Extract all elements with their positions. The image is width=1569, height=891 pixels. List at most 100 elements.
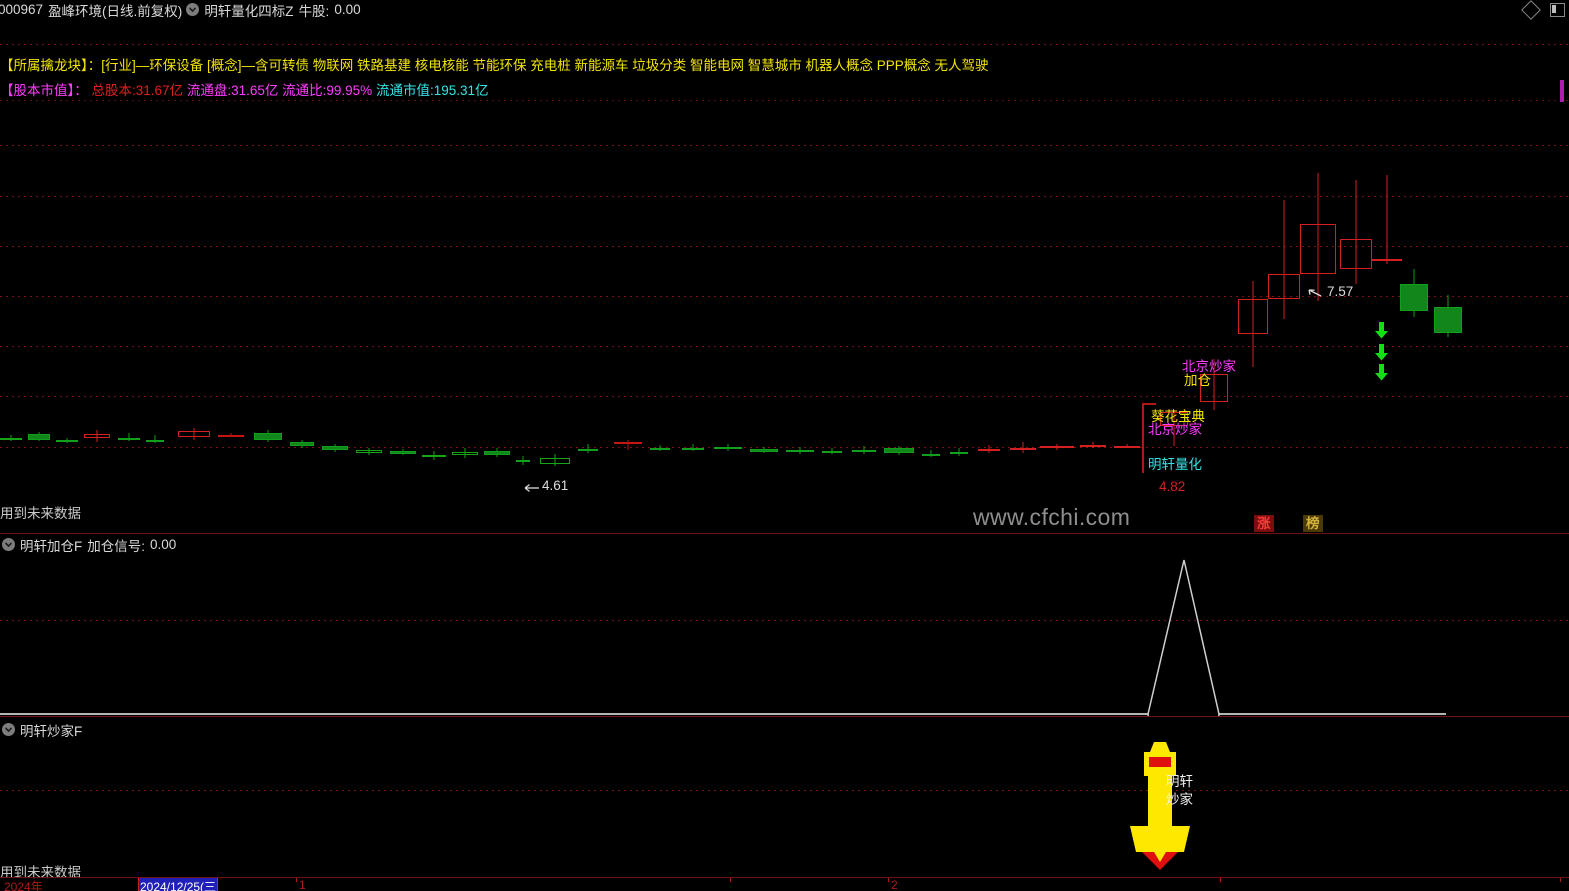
candlestick: [750, 447, 778, 454]
status-badge-rise: 涨: [1254, 515, 1274, 532]
date-axis[interactable]: 2024年 2024/12/25(三 1 2: [0, 878, 1569, 891]
candle-body: [1238, 299, 1268, 334]
candle-wick: [368, 448, 370, 456]
candlestick: [1238, 281, 1268, 367]
candlestick: [84, 430, 110, 443]
gridline: [0, 196, 1569, 197]
chevron-down-icon[interactable]: [2, 538, 15, 551]
gridline: [0, 620, 1569, 621]
annotation-beijing-trader-2: 北京炒家: [1148, 422, 1202, 437]
candle-body: [1160, 412, 1188, 427]
candlestick: [1040, 444, 1074, 451]
panel-header-add-position: 明轩加仓F 加仓信号: 0.00: [0, 536, 176, 554]
candle-wick: [930, 450, 932, 458]
chevron-down-icon[interactable]: [186, 3, 200, 16]
panel-title-add-position[interactable]: 明轩加仓F: [20, 538, 83, 554]
main-price-chart[interactable]: www.cfchi.com 7.57 4.61 北京炒家 加仓 葵花宝典 北京炒…: [0, 100, 1569, 530]
sector-row: 【所属擒龙块】：[行业]—环保设备 [概念]—含可转债 物联网 铁路基建 核电核…: [0, 58, 989, 73]
candlestick: [290, 440, 314, 449]
add-signal-line: [0, 559, 1446, 716]
candlestick: [578, 444, 598, 454]
candle-wick: [1213, 358, 1215, 411]
candle-body: [178, 431, 210, 438]
candlestick: [484, 448, 510, 458]
candlestick: [822, 448, 842, 455]
rocket-icon: [1124, 740, 1196, 870]
sell-arrow-down-icon: [1374, 344, 1389, 361]
watermark: www.cfchi.com: [973, 504, 1131, 530]
candle-body: [254, 433, 282, 441]
candle-wick: [1317, 172, 1319, 302]
candle-body: [578, 449, 598, 452]
capital-label: 【股本市值】：: [0, 83, 88, 98]
candle-body: [1080, 445, 1106, 448]
candle-body: [822, 451, 842, 454]
candlestick: [614, 440, 642, 451]
candlestick: [118, 433, 140, 442]
candle-wick: [627, 440, 629, 451]
candle-body: [1200, 373, 1228, 403]
candle-body: [56, 440, 78, 443]
chevron-down-icon[interactable]: [2, 723, 15, 736]
rocket-label-line2: 炒家: [1166, 792, 1193, 807]
panel-title-trader[interactable]: 明轩炒家F: [20, 723, 83, 739]
candle-body: [786, 450, 814, 453]
scroll-marker[interactable]: [1560, 80, 1564, 102]
candlestick: [322, 444, 348, 453]
gridline: [0, 246, 1569, 247]
panel-trader-chart[interactable]: 明轩 炒家: [0, 742, 1569, 872]
candlestick: [1340, 179, 1372, 285]
candle-body: [714, 447, 742, 450]
candlestick: [1434, 295, 1462, 337]
candlestick: [682, 444, 704, 452]
candle-body: [852, 450, 876, 453]
candle-body: [290, 442, 314, 447]
date-axis-tickmark: [730, 878, 731, 882]
candlestick: [452, 448, 478, 459]
price-current-label: 4.82: [1159, 479, 1186, 494]
candle-body: [750, 449, 778, 453]
candle-body: [1040, 446, 1074, 449]
candle-wick: [154, 435, 156, 444]
candle-body: [884, 448, 914, 454]
candlestick-series: [0, 100, 1569, 510]
candle-wick: [96, 430, 98, 443]
candle-body: [650, 448, 670, 451]
candle-body: [682, 448, 704, 451]
date-axis-tickmark: [1220, 878, 1221, 882]
date-axis-tick-2: 2: [891, 878, 898, 891]
candle-body: [1340, 239, 1372, 270]
candlestick: [714, 444, 742, 452]
price-high-label: 7.57: [1327, 284, 1354, 299]
candle-body: [452, 452, 478, 456]
candlestick: [540, 454, 570, 467]
sell-arrow-down-icon: [1374, 364, 1389, 381]
candlestick: [56, 438, 78, 444]
stock-name: 盈峰环境(日线.前复权): [48, 3, 183, 19]
divider-panel-2: [0, 716, 1569, 717]
candle-wick: [1173, 410, 1175, 447]
panel-add-position-chart[interactable]: [0, 556, 1569, 716]
candlestick: [390, 449, 416, 456]
candle-wick: [1386, 174, 1388, 265]
date-axis-selected[interactable]: 2024/12/25(三: [138, 878, 219, 891]
candle-body: [218, 435, 244, 438]
candlestick: [922, 450, 940, 458]
candle-body: [922, 454, 940, 457]
candle-body: [516, 460, 530, 463]
candle-body: [0, 438, 22, 441]
half-square-icon[interactable]: [1550, 2, 1565, 17]
candle-body: [84, 434, 110, 439]
candlestick: [178, 428, 210, 441]
candle-body: [390, 451, 416, 455]
candle-body: [1114, 446, 1140, 449]
candle-body: [614, 442, 642, 445]
date-axis-year: 2024年: [4, 880, 43, 891]
divider-info: [0, 100, 1569, 101]
candlestick: [978, 445, 1000, 454]
diamond-icon[interactable]: [1521, 0, 1541, 20]
indicator-name[interactable]: 明轩量化四标Z: [204, 3, 294, 19]
gridline: [0, 396, 1569, 397]
candle-body: [1400, 284, 1428, 311]
date-axis-tickmark: [296, 878, 297, 882]
